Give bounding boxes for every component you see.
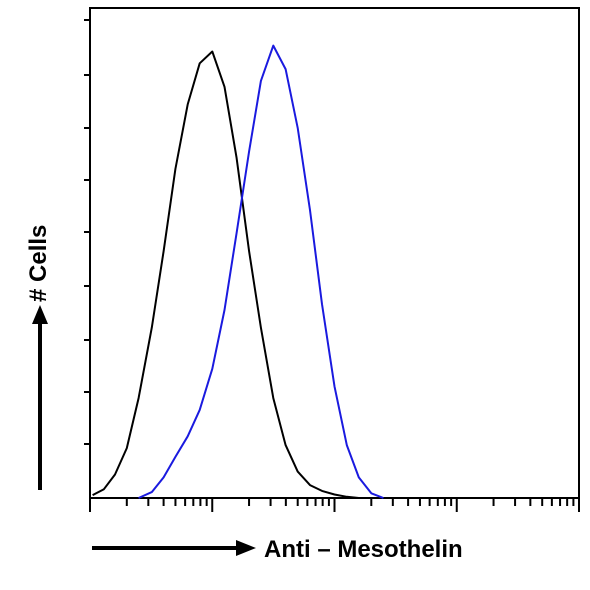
histogram-series-0 xyxy=(92,50,359,499)
x-axis-label: Anti – Mesothelin xyxy=(264,536,463,563)
x-axis-ticks xyxy=(89,498,580,512)
series-layer xyxy=(92,44,384,499)
y-axis-label: # Cells xyxy=(25,225,52,302)
y-axis-arrow-head xyxy=(32,305,48,324)
y-axis-ticks xyxy=(84,19,90,445)
x-axis-arrow-head xyxy=(236,540,256,556)
histogram-series-1 xyxy=(138,44,384,499)
